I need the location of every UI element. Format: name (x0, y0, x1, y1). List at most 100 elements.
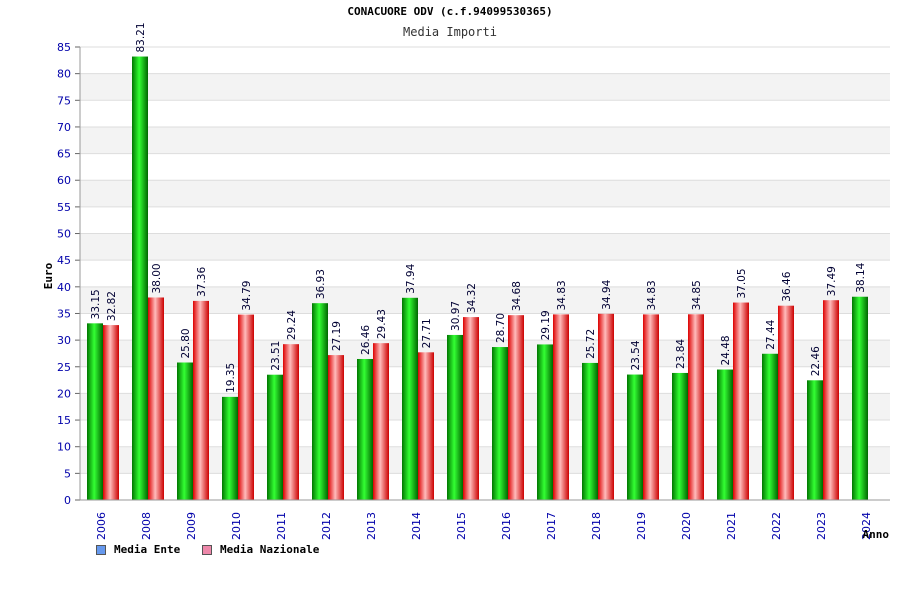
grid-band (80, 180, 890, 207)
data-label-media-nazionale: 37.49 (826, 266, 838, 296)
data-label-media-ente: 25.80 (180, 328, 192, 358)
data-label-media-nazionale: 29.43 (376, 309, 388, 339)
data-label-media-nazionale: 27.19 (331, 321, 343, 351)
data-label-media-ente: 23.84 (675, 339, 687, 369)
bar-media-nazionale (778, 305, 794, 500)
data-label-media-ente: 23.51 (270, 341, 282, 371)
bar-media-ente (762, 353, 778, 500)
y-tick-label: 65 (57, 148, 71, 161)
bar-media-ente (402, 297, 418, 500)
bar-media-ente (537, 344, 553, 500)
bar-media-nazionale (373, 343, 389, 500)
x-tick-label: 2009 (185, 512, 198, 540)
data-label-media-ente: 38.14 (855, 262, 867, 292)
x-tick-label: 2019 (635, 512, 648, 540)
bar-media-nazionale (238, 314, 254, 500)
data-label-media-nazionale: 34.85 (691, 280, 703, 310)
bar-media-ente (357, 358, 373, 500)
bar-media-ente (852, 296, 868, 500)
y-tick-label: 40 (57, 281, 71, 294)
y-tick-label: 80 (57, 68, 71, 81)
y-tick-label: 75 (57, 94, 71, 107)
data-label-media-nazionale: 34.83 (556, 280, 568, 310)
bar-media-ente (87, 323, 103, 500)
legend-item-media-nazionale: Media Nazionale (202, 543, 319, 556)
legend-label-nazionale: Media Nazionale (220, 543, 320, 556)
x-tick-label: 2008 (140, 512, 153, 540)
y-tick-label: 50 (57, 228, 71, 241)
data-label-media-nazionale: 34.32 (466, 283, 478, 313)
data-label-media-nazionale: 38.00 (151, 263, 163, 293)
data-label-media-ente: 25.72 (585, 329, 597, 359)
bar-media-ente (312, 303, 328, 500)
data-label-media-nazionale: 29.24 (286, 310, 298, 340)
x-tick-label: 2012 (320, 512, 333, 540)
y-tick-label: 60 (57, 174, 71, 187)
data-label-media-nazionale: 27.71 (421, 318, 433, 348)
bar-media-nazionale (283, 344, 299, 500)
chart-title: CONACUORE ODV (c.f.94099530365) (347, 5, 553, 18)
bar-media-ente (582, 362, 598, 500)
x-tick-label: 2013 (365, 512, 378, 540)
y-tick-label: 85 (57, 41, 71, 54)
x-tick-label: 2015 (455, 512, 468, 540)
y-tick-label: 25 (57, 361, 71, 374)
y-tick-label: 35 (57, 307, 71, 320)
data-label-media-nazionale: 32.82 (106, 291, 118, 321)
data-label-media-nazionale: 37.05 (736, 268, 748, 298)
bar-media-nazionale (148, 297, 164, 500)
bar-media-ente (132, 56, 148, 501)
data-label-media-nazionale: 34.94 (601, 279, 613, 309)
data-label-media-ente: 24.48 (720, 335, 732, 365)
data-label-media-ente: 26.46 (360, 325, 372, 355)
bar-media-nazionale (553, 314, 569, 500)
x-tick-label: 2014 (410, 512, 423, 540)
y-tick-label: 10 (57, 441, 71, 454)
y-tick-label: 15 (57, 414, 71, 427)
x-tick-label: 2010 (230, 512, 243, 540)
x-tick-label: 2021 (725, 512, 738, 540)
data-label-media-ente: 23.54 (630, 340, 642, 370)
y-tick-label: 5 (64, 467, 71, 480)
data-label-media-nazionale: 34.79 (241, 281, 253, 311)
grid-band (80, 73, 890, 101)
chart-subtitle: Media Importi (403, 25, 497, 39)
grid-band (80, 393, 890, 421)
grid-band (80, 126, 890, 154)
data-label-media-ente: 28.70 (495, 313, 507, 343)
y-tick-label: 0 (64, 494, 71, 507)
bar-media-ente (672, 372, 688, 500)
legend-swatch-ente (96, 545, 106, 555)
bar-media-ente (222, 396, 238, 500)
x-tick-label: 2011 (275, 512, 288, 540)
data-label-media-nazionale: 34.68 (511, 281, 523, 311)
data-label-media-ente: 27.44 (765, 319, 777, 349)
data-label-media-ente: 37.94 (405, 263, 417, 293)
bar-media-nazionale (598, 313, 614, 500)
legend-item-media-ente: Media Ente (96, 543, 180, 556)
x-tick-label: 2023 (815, 512, 828, 540)
legend-swatch-nazionale (202, 545, 212, 555)
bar-media-ente (627, 374, 643, 500)
x-tick-label: 2016 (500, 512, 513, 540)
x-axis-label: Anno (863, 528, 890, 541)
bar-media-nazionale (508, 315, 524, 500)
x-tick-label: 2006 (95, 512, 108, 540)
y-tick-label: 45 (57, 254, 71, 267)
grid-band (80, 286, 890, 314)
data-label-media-ente: 19.35 (225, 363, 237, 393)
x-tick-label: 2024 (860, 512, 873, 540)
y-axis-label: Euro (42, 262, 55, 289)
bar-media-nazionale (688, 314, 704, 500)
grid-band (80, 446, 890, 474)
x-tick-label: 2020 (680, 512, 693, 540)
data-label-media-ente: 33.15 (90, 289, 102, 319)
bar-media-nazionale (103, 325, 119, 500)
data-label-media-nazionale: 34.83 (646, 280, 658, 310)
data-label-media-ente: 30.97 (450, 301, 462, 331)
data-label-media-nazionale: 36.46 (781, 271, 793, 301)
bar-media-ente (492, 347, 508, 500)
bar-media-nazionale (823, 300, 839, 500)
legend-label-ente: Media Ente (114, 543, 181, 556)
